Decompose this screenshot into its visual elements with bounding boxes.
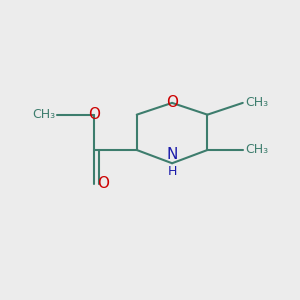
Text: CH₃: CH₃	[33, 108, 56, 121]
Text: O: O	[166, 95, 178, 110]
Text: O: O	[98, 176, 110, 191]
Text: CH₃: CH₃	[246, 96, 269, 110]
Text: H: H	[167, 165, 177, 178]
Text: N: N	[167, 147, 178, 162]
Text: O: O	[88, 107, 100, 122]
Text: CH₃: CH₃	[246, 143, 269, 157]
